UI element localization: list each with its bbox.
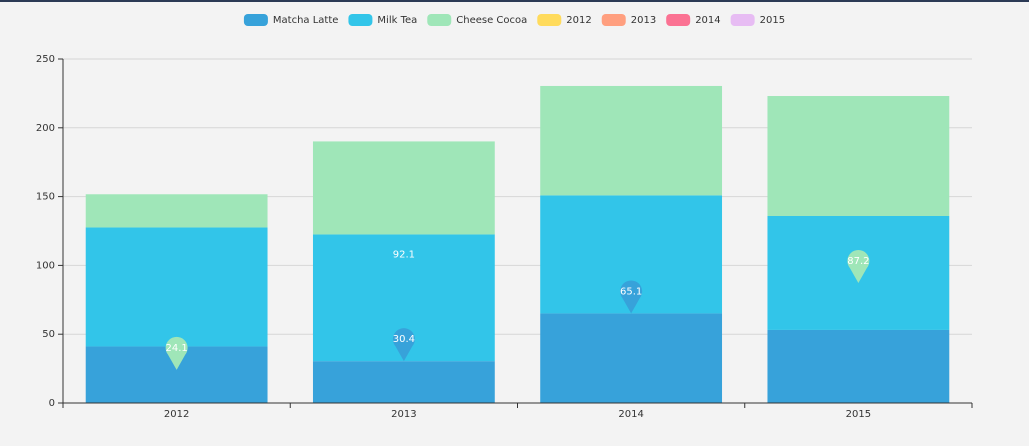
legend-swatch — [537, 14, 562, 26]
y-tick-label: 250 — [36, 54, 55, 65]
mark-label: 30.4 — [393, 334, 415, 345]
mark-pin — [847, 250, 870, 284]
bar — [85, 227, 268, 347]
legend-label: 2014 — [695, 15, 720, 26]
x-tick-label: 2015 — [846, 409, 871, 420]
mark-label: 24.1 — [165, 343, 187, 354]
y-tick-label: 0 — [49, 398, 55, 409]
x-tick-label: 2014 — [618, 409, 643, 420]
y-tick-label: 200 — [36, 123, 55, 134]
mark-pin — [165, 336, 188, 370]
y-tick-label: 50 — [42, 329, 55, 340]
legend-label: Milk Tea — [377, 15, 417, 26]
legend-swatch — [666, 14, 691, 26]
mark-label: 87.2 — [847, 256, 869, 267]
mark-label: 65.1 — [620, 286, 642, 297]
legend-swatch — [427, 14, 452, 26]
mark-pin — [620, 280, 643, 314]
bar — [85, 194, 268, 228]
bar — [540, 313, 723, 403]
legend-swatch — [243, 14, 268, 26]
legend-label: Matcha Latte — [273, 15, 339, 26]
legend-label: 2013 — [631, 15, 656, 26]
y-tick-label: 150 — [36, 192, 55, 203]
legend-label: 2012 — [566, 15, 591, 26]
bar — [767, 329, 950, 403]
legend-label: 2015 — [760, 15, 785, 26]
legend-swatch — [730, 14, 755, 26]
y-tick-label: 100 — [36, 260, 55, 271]
bar — [767, 96, 950, 217]
x-tick-label: 2012 — [164, 409, 189, 420]
legend: Matcha Latte Milk Tea Cheese Cocoa 2012 2013… — [243, 14, 785, 26]
bar — [540, 85, 723, 196]
bar — [312, 361, 495, 403]
bar — [312, 141, 495, 235]
legend-swatch — [348, 14, 373, 26]
legend-label: Cheese Cocoa — [456, 15, 527, 26]
mark-label: 92.1 — [393, 249, 415, 260]
top-border — [0, 0, 1029, 2]
x-tick-label: 2013 — [391, 409, 416, 420]
mark-pin — [392, 328, 415, 362]
legend-swatch — [601, 14, 626, 26]
